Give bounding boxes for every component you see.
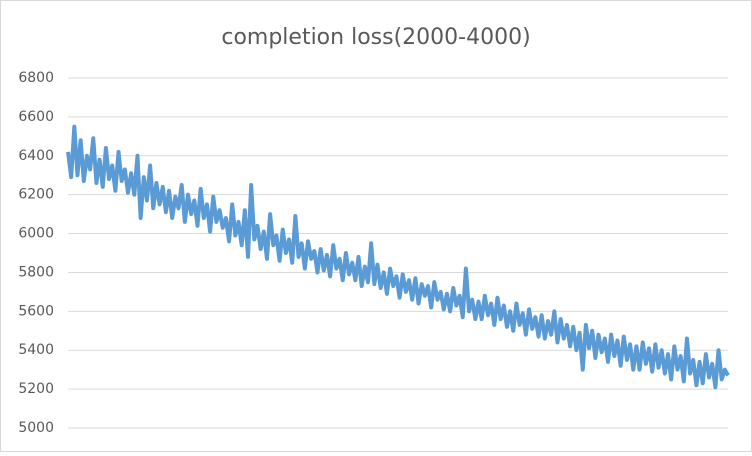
y-tick-label: 5000 [18,420,54,436]
y-tick-label: 5200 [18,381,54,397]
chart-title: completion loss(2000-4000) [221,25,530,50]
y-tick-label: 6600 [18,109,54,125]
y-tick-label: 6000 [18,226,54,242]
y-tick-label: 6200 [18,187,54,203]
series-line [66,124,730,390]
y-tick-label: 5800 [18,264,54,280]
y-tick-label: 6400 [18,148,54,164]
y-tick-label: 5600 [18,303,54,319]
y-tick-label: 5400 [18,342,54,358]
y-tick-label: 6800 [18,70,54,86]
